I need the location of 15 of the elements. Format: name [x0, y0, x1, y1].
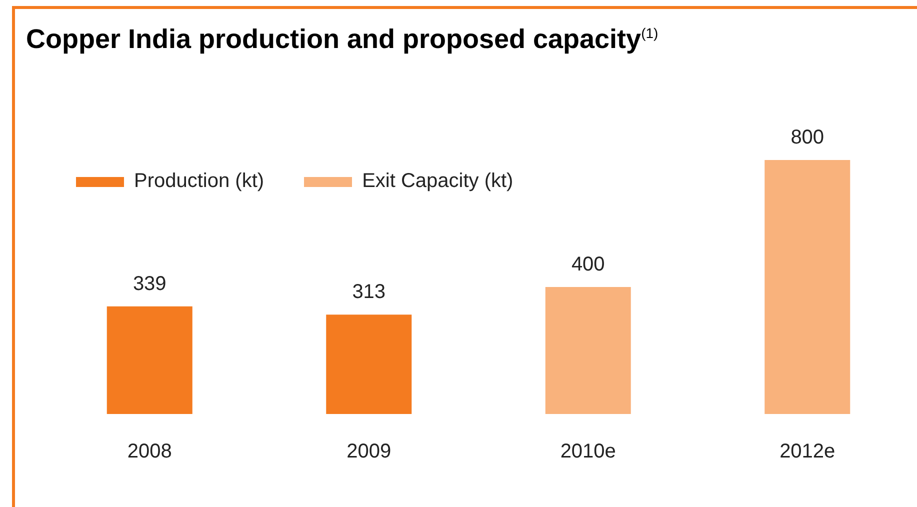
x-tick-label: 2008 [127, 440, 172, 463]
x-tick-label: 2009 [346, 440, 392, 463]
x-tick-label: 2010e [560, 440, 616, 463]
legend-label: Exit Capacity (kt) [362, 170, 514, 193]
x-tick-label: 2012e [780, 440, 836, 463]
data-label: 800 [790, 126, 824, 149]
bar [764, 160, 850, 414]
data-label: 339 [132, 272, 166, 295]
data-label: 400 [571, 254, 605, 276]
bar [106, 306, 192, 414]
chart-title: Copper India production and proposed capacity$^{(1)}$ [26, 24, 658, 55]
legend-label: Production (kt) [134, 170, 264, 193]
bar [545, 287, 631, 414]
bar [326, 314, 412, 414]
data-label: 313 [352, 281, 386, 304]
